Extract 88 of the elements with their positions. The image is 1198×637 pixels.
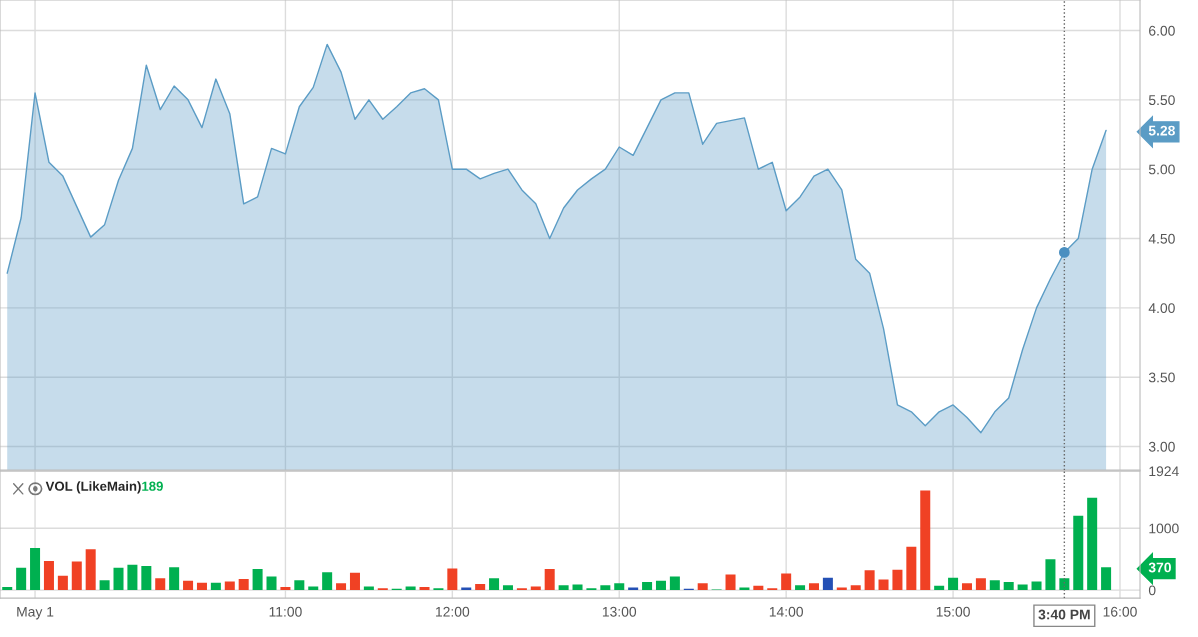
bar — [308, 586, 319, 591]
x-tick-label: 12:00 — [436, 606, 470, 617]
bar — [850, 585, 861, 591]
bar — [99, 580, 110, 591]
bar — [447, 568, 458, 591]
bar — [113, 567, 124, 591]
bar — [16, 567, 27, 591]
bar — [71, 561, 82, 591]
y-tick-label: 5.50 — [1148, 95, 1175, 106]
bar — [878, 579, 889, 591]
y-tick-label: 3.50 — [1148, 372, 1175, 383]
y-tick-label: 5.00 — [1148, 164, 1175, 175]
bar — [294, 580, 305, 591]
bar — [224, 581, 235, 591]
bar — [336, 583, 347, 591]
bar — [1087, 497, 1098, 591]
bar — [266, 576, 277, 591]
bar — [1059, 578, 1070, 591]
y-tick-label: 1000 — [1149, 523, 1179, 534]
bar — [655, 580, 666, 591]
bar — [127, 564, 138, 591]
bar — [864, 570, 875, 591]
bar — [252, 569, 263, 591]
bar — [558, 585, 569, 591]
bar — [795, 585, 806, 591]
bar — [57, 575, 68, 591]
bar — [210, 582, 221, 591]
bar — [920, 490, 931, 591]
y-tick-label: 0 — [1148, 585, 1156, 596]
bar — [155, 578, 166, 591]
bar — [183, 580, 194, 591]
bar — [614, 583, 625, 591]
bar — [169, 567, 180, 591]
bar — [669, 576, 680, 591]
text: 189 — [142, 481, 163, 491]
bar — [30, 548, 41, 591]
bar — [961, 583, 972, 591]
bar — [43, 561, 54, 591]
bar — [349, 572, 360, 591]
bar — [753, 585, 764, 591]
bar — [1045, 559, 1056, 591]
bar — [1073, 515, 1084, 591]
bar — [1101, 567, 1112, 591]
text: VOL (LikeMain) — [45, 481, 141, 494]
bar — [405, 586, 416, 591]
bar — [1003, 582, 1014, 591]
bar — [600, 585, 611, 591]
x-tick-label: May 1 — [17, 606, 54, 620]
bar — [141, 565, 152, 591]
y-tick-label: 370 — [1148, 562, 1171, 573]
y-tick-label: 5.28 — [1148, 125, 1175, 136]
bar — [934, 585, 945, 591]
y-tick-label: 6.00 — [1149, 25, 1175, 36]
x-tick-label: 14:00 — [769, 606, 803, 617]
bar — [489, 578, 500, 591]
bar — [280, 587, 291, 591]
bar — [544, 569, 555, 591]
bar — [697, 583, 708, 591]
x-tick-label: 15:00 — [936, 606, 970, 617]
bar — [196, 582, 207, 591]
text: 3:40 PM — [1038, 609, 1090, 620]
bar — [989, 580, 1000, 591]
bar — [642, 582, 653, 591]
bar — [85, 549, 96, 591]
bar — [781, 573, 792, 591]
y-tick-label: 4.50 — [1148, 233, 1175, 244]
bar — [502, 585, 513, 591]
bar — [475, 583, 486, 591]
bar — [530, 586, 541, 591]
x-tick-label: 16:00 — [1103, 606, 1137, 617]
x-tick-label: 13:00 — [602, 606, 637, 617]
bar — [2, 587, 13, 591]
y-tick-label: 3.00 — [1148, 441, 1175, 452]
bar — [822, 577, 833, 591]
bar — [725, 574, 736, 591]
y-tick-label: 1924 — [1149, 466, 1179, 477]
bar — [808, 583, 819, 591]
bar — [419, 587, 430, 591]
x-tick-label: 11:00 — [269, 606, 302, 617]
bar — [238, 578, 249, 591]
bar — [892, 569, 903, 591]
bar — [363, 586, 374, 591]
bar — [906, 546, 917, 591]
y-tick-label: 4.00 — [1148, 303, 1175, 314]
bar — [948, 577, 959, 591]
bar — [975, 578, 986, 591]
bar — [322, 572, 333, 591]
bar — [1031, 581, 1042, 591]
